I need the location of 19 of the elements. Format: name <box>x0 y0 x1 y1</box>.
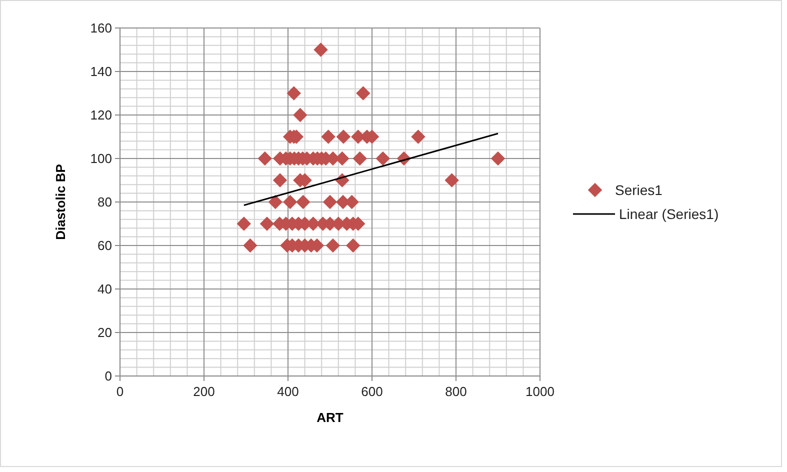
x-tick-label: 600 <box>361 384 383 399</box>
x-tick-label: 1000 <box>526 384 554 399</box>
y-tick-label: 40 <box>98 282 112 296</box>
x-tick-label: 0 <box>116 384 124 399</box>
x-tick-label: 200 <box>193 384 215 399</box>
y-axis-title: Diastolic BP <box>53 164 68 240</box>
y-tick-label: 140 <box>90 64 112 79</box>
y-tick-label: 100 <box>90 151 112 166</box>
x-tick-label: 400 <box>277 384 299 399</box>
legend-label: Linear (Series1) <box>619 206 719 222</box>
x-axis-title: ART <box>316 410 344 425</box>
x-tick-label: 800 <box>445 384 467 399</box>
y-tick-label: 160 <box>90 20 112 36</box>
y-tick-label: 80 <box>98 194 112 210</box>
y-tick-label: 20 <box>98 325 112 340</box>
y-tick-label: 120 <box>90 108 112 122</box>
legend-label: Series1 <box>615 182 663 198</box>
y-tick-label: 60 <box>98 238 112 253</box>
y-tick-label: 0 <box>104 368 112 384</box>
